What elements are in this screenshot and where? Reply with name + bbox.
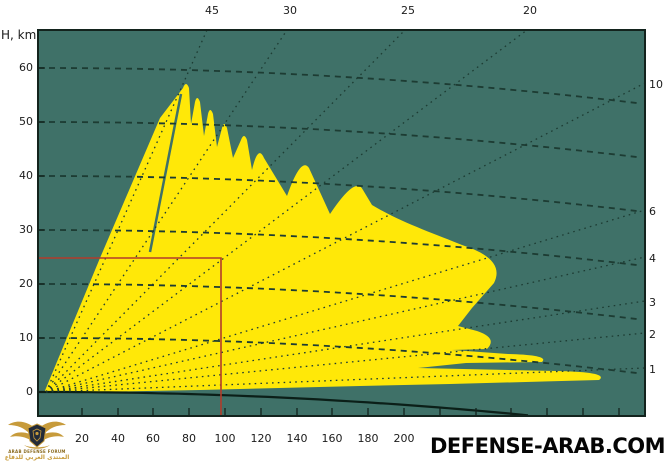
watermark-text: DEFENSE-ARAB.COM — [430, 434, 666, 458]
height-contour — [38, 337, 639, 375]
y-tick-label: 0 — [26, 385, 33, 398]
eagle-emblem-icon — [8, 421, 66, 449]
coverage-region — [44, 84, 601, 393]
logo-text-en: ARAB DEFENSE FORUM — [8, 449, 66, 454]
elevation-label-right: 6 — [649, 205, 656, 218]
x-tick-label: 140 — [286, 432, 308, 445]
x-tick-label: 60 — [146, 432, 160, 445]
red-marker-box — [38, 257, 222, 416]
y-tick-label: 60 — [19, 61, 33, 74]
elevation-label-right: 2 — [649, 328, 656, 341]
x-tick-label: 80 — [182, 432, 196, 445]
y-tick-label: 10 — [19, 331, 33, 344]
elevation-label-right: 10 — [649, 78, 663, 91]
elevation-ray — [45, 367, 646, 393]
x-tick-label: 120 — [250, 432, 272, 445]
height-contour — [38, 121, 639, 159]
x-tick-label: 160 — [321, 432, 343, 445]
y-tick-label: 40 — [19, 169, 33, 182]
elevation-label-top: 25 — [401, 4, 415, 17]
coverage-notch — [148, 93, 183, 253]
height-contour — [38, 283, 639, 321]
elevation-ray — [45, 300, 646, 393]
elevation-label-right: 3 — [649, 296, 656, 309]
elevation-label-top: 20 — [523, 4, 537, 17]
elevation-label-top: 30 — [283, 4, 297, 17]
logo-text-ar: المنتدى العربي للدفاع — [4, 454, 70, 461]
x-tick-label: 20 — [75, 432, 89, 445]
elevation-label-top: 45 — [205, 4, 219, 17]
y-tick-label: 30 — [19, 223, 33, 236]
x-tick-label: 100 — [214, 432, 236, 445]
elevation-ray — [45, 82, 646, 393]
elevation-label-right: 1 — [649, 363, 656, 376]
y-tick-label: 50 — [19, 115, 33, 128]
y-axis-title: H, km — [1, 28, 37, 42]
height-contour — [38, 67, 639, 105]
x-tick-label: 180 — [357, 432, 379, 445]
forum-logo: ARAB DEFENSE FORUM المنتدى العربي للدفاع — [2, 419, 72, 461]
elevation-ray — [45, 29, 208, 393]
elevation-ray — [45, 256, 646, 393]
height-contour — [38, 175, 639, 213]
elevation-label-right: 4 — [649, 252, 656, 265]
height-contour — [38, 229, 639, 267]
x-tick-label: 40 — [111, 432, 125, 445]
zero-height-line — [38, 390, 529, 417]
plot-border — [37, 29, 646, 417]
elevation-ray — [45, 29, 406, 393]
x-tick-label: 200 — [393, 432, 415, 445]
y-tick-label: 20 — [19, 277, 33, 290]
